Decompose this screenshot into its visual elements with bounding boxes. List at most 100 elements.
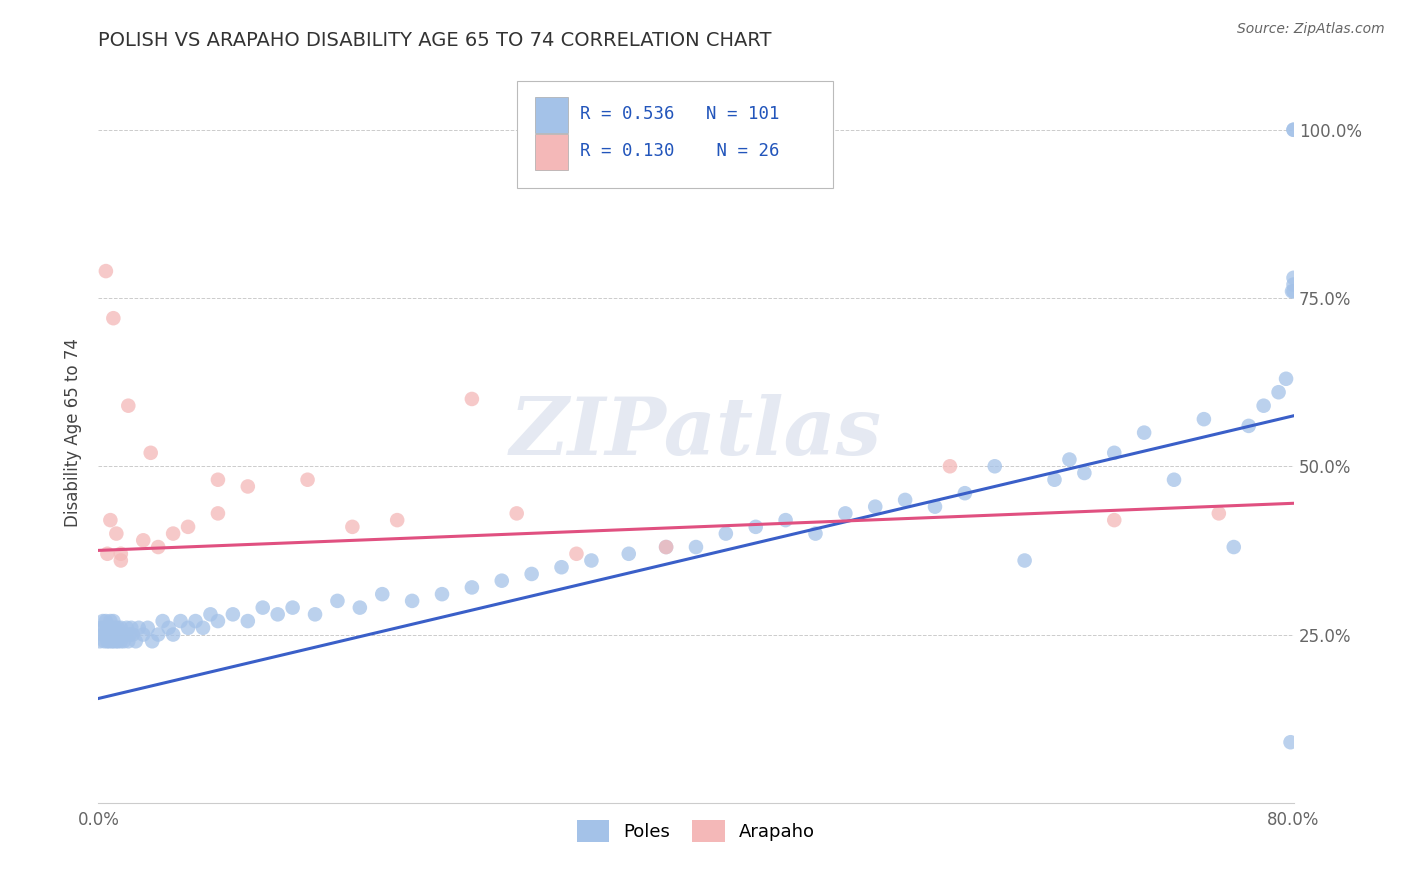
Text: POLISH VS ARAPAHO DISABILITY AGE 65 TO 74 CORRELATION CHART: POLISH VS ARAPAHO DISABILITY AGE 65 TO 7… (98, 30, 772, 50)
Point (326, 594, 349, 608)
Point (371, 587, 394, 601)
Point (115, 621, 138, 635)
Point (1014, 553, 1036, 567)
Point (110, 634, 132, 648)
Point (1282, 270, 1305, 285)
Point (252, 600, 274, 615)
Point (103, 634, 125, 648)
Point (581, 553, 603, 567)
Point (281, 600, 304, 615)
Point (714, 526, 737, 541)
Point (1282, 285, 1305, 299)
Text: R = 0.536   N = 101: R = 0.536 N = 101 (581, 105, 779, 123)
Point (96, 547, 118, 561)
Point (108, 627, 131, 641)
Point (184, 614, 207, 628)
Point (94, 614, 117, 628)
Point (775, 513, 797, 527)
Point (924, 500, 946, 514)
Point (1253, 399, 1275, 413)
Point (1282, 122, 1305, 136)
Point (655, 540, 678, 554)
Point (461, 392, 484, 406)
Point (105, 634, 128, 648)
Point (491, 574, 513, 588)
Point (236, 479, 259, 493)
Point (98, 614, 122, 628)
Point (112, 634, 135, 648)
Point (1237, 418, 1260, 433)
Point (125, 634, 148, 648)
Point (1275, 372, 1298, 386)
Point (96, 634, 118, 648)
Point (342, 520, 364, 534)
Point (1223, 540, 1246, 554)
Point (89, 634, 111, 648)
Point (90, 621, 112, 635)
Point (148, 540, 170, 554)
Point (120, 621, 142, 635)
Point (1192, 412, 1215, 426)
Point (1104, 446, 1126, 460)
Point (349, 600, 371, 615)
Point (1279, 735, 1302, 749)
Point (1267, 385, 1289, 400)
Point (304, 607, 326, 622)
Point (1043, 473, 1066, 487)
Text: Source: ZipAtlas.com: Source: ZipAtlas.com (1237, 22, 1385, 37)
Point (111, 627, 134, 641)
Point (207, 614, 229, 628)
Point (401, 594, 423, 608)
Point (207, 507, 229, 521)
Point (200, 607, 222, 622)
Point (169, 614, 191, 628)
Point (177, 520, 200, 534)
Point (1059, 452, 1081, 467)
Point (101, 634, 124, 648)
Point (1104, 513, 1126, 527)
Point (97, 621, 120, 635)
Point (865, 500, 887, 514)
Point (953, 486, 976, 500)
Point (894, 492, 917, 507)
Point (1281, 285, 1303, 299)
Point (1163, 473, 1185, 487)
Point (93, 621, 115, 635)
Point (834, 507, 856, 521)
Point (550, 560, 572, 574)
Point (461, 581, 484, 595)
Point (97, 627, 120, 641)
Point (1282, 122, 1305, 136)
Point (132, 627, 155, 641)
Point (162, 627, 184, 641)
Point (110, 621, 132, 635)
Point (94, 627, 117, 641)
Point (107, 621, 129, 635)
Point (101, 621, 124, 635)
Point (745, 520, 768, 534)
Point (804, 526, 827, 541)
Point (506, 507, 529, 521)
Point (385, 513, 409, 527)
Point (114, 627, 136, 641)
Point (152, 614, 174, 628)
Legend: Poles, Arapaho: Poles, Arapaho (569, 813, 823, 849)
Point (1133, 425, 1156, 440)
Point (939, 459, 962, 474)
Point (128, 621, 150, 635)
Point (617, 547, 640, 561)
FancyBboxPatch shape (534, 97, 568, 133)
Point (121, 627, 143, 641)
Point (110, 553, 132, 567)
Point (91, 627, 114, 641)
FancyBboxPatch shape (517, 81, 834, 188)
Point (98, 513, 122, 527)
Point (191, 621, 214, 635)
Point (430, 587, 453, 601)
Point (104, 621, 127, 635)
Point (222, 607, 245, 622)
Point (162, 526, 184, 541)
Point (236, 614, 259, 628)
Point (267, 607, 290, 622)
Point (107, 634, 129, 648)
